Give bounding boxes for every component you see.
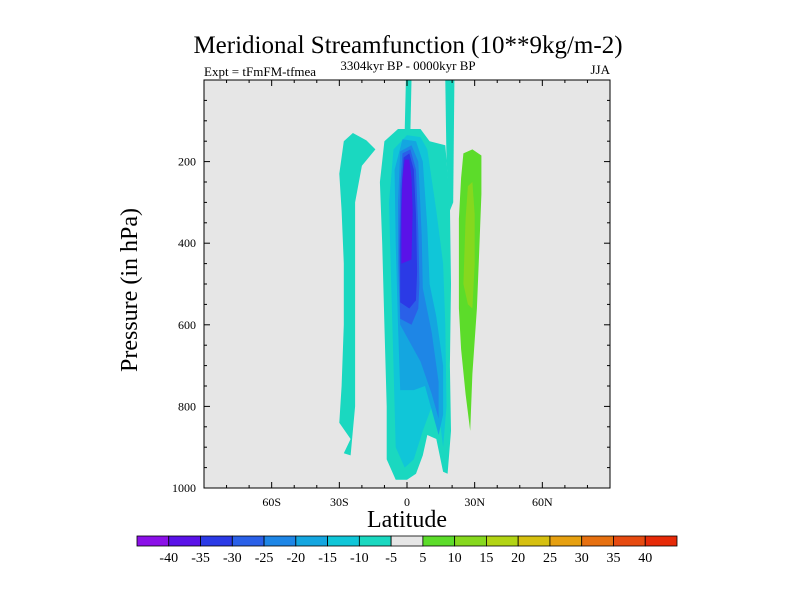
- colorbar-label: -5: [385, 551, 397, 566]
- colorbar-swatch: [581, 535, 614, 547]
- colorbar-label: 15: [479, 551, 493, 566]
- colorbar-swatch: [200, 535, 233, 547]
- season-label: JJA: [590, 62, 610, 77]
- experiment-label: Expt = tFmFM-tfmea: [204, 64, 316, 79]
- y-axis: 200 400 600 800 1000: [172, 99, 610, 495]
- colorbar-label: 30: [575, 551, 589, 566]
- y-axis-label: Pressure (in hPa): [117, 208, 143, 372]
- colorbar-label: 20: [511, 551, 525, 566]
- y-tick-label: 200: [178, 155, 196, 169]
- colorbar-swatch: [263, 535, 297, 547]
- colorbar-swatch: [454, 535, 487, 547]
- x-axis-label: Latitude: [367, 507, 447, 533]
- colorbar-swatch: [486, 535, 519, 547]
- colorbar-label: 10: [448, 551, 462, 566]
- y-tick-label: 800: [178, 399, 196, 413]
- x-tick-label: 0: [404, 495, 410, 509]
- colorbar-swatch: [549, 535, 583, 547]
- colorbar-label: 35: [606, 551, 620, 566]
- contour-jet-2: [445, 80, 455, 211]
- x-tick-label: 60S: [262, 495, 281, 509]
- colorbar-label: -40: [159, 551, 178, 566]
- colorbar-label: 25: [543, 551, 557, 566]
- colorbar-swatch: [327, 535, 360, 547]
- colorbar-swatch: [517, 535, 551, 547]
- colorbar-label: -20: [286, 551, 305, 566]
- colorbar-swatch: [358, 535, 392, 547]
- colorbar-label: -25: [255, 551, 274, 566]
- colorbar-swatch: [390, 535, 424, 547]
- x-axis: 60S 30S 0 30N 60N: [226, 80, 588, 509]
- colorbar-swatch: [168, 535, 201, 547]
- colorbar-swatch: [136, 535, 170, 547]
- colorbar-label: 40: [638, 551, 652, 566]
- colorbar-label: -35: [191, 551, 210, 566]
- contour-cell-l7: [401, 159, 413, 264]
- contour-regions: [339, 80, 482, 480]
- colorbar-label: 5: [419, 551, 426, 566]
- x-tick-label: 30N: [464, 495, 485, 509]
- colorbar-swatch: [295, 535, 328, 547]
- period-label: 3304kyr BP - 0000kyr BP: [340, 58, 475, 73]
- colorbar-swatch: [231, 535, 265, 547]
- chart-title: Meridional Streamfunction (10**9kg/m-2): [193, 32, 622, 59]
- colorbar: -40 -35 -30 -25 -20 -15 -10 -5 5 10 15 20 25 30 35 40: [136, 535, 678, 566]
- x-tick-label: 30S: [330, 495, 349, 509]
- y-tick-label: 400: [178, 236, 196, 250]
- colorbar-swatch: [422, 535, 456, 547]
- contour-nh-positive-core: [463, 182, 475, 309]
- colorbar-label: -15: [318, 551, 337, 566]
- colorbar-label: -10: [350, 551, 369, 566]
- y-tick-label: 600: [178, 318, 196, 332]
- y-tick-label: 1000: [172, 481, 196, 495]
- colorbar-swatch: [613, 535, 646, 547]
- colorbar-swatch: [644, 535, 678, 547]
- contour-sh-anomaly: [339, 133, 376, 456]
- contour-jet-1: [404, 80, 412, 131]
- x-tick-label: 60N: [532, 495, 553, 509]
- colorbar-label: -30: [223, 551, 242, 566]
